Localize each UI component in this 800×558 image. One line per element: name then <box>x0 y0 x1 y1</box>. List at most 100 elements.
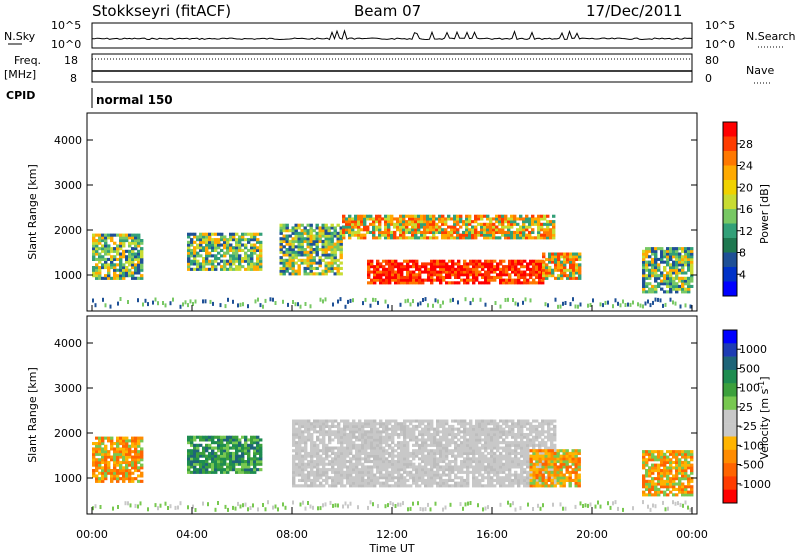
heatmap-cell <box>397 479 400 482</box>
heatmap-cell <box>548 253 551 256</box>
heatmap-cell <box>427 433 430 436</box>
heatmap-cell <box>504 236 507 239</box>
heatmap-cell <box>657 285 660 288</box>
heatmap-cell <box>546 231 549 234</box>
heatmap-cell <box>533 463 536 466</box>
heatmap-cell <box>541 452 544 455</box>
heatmap-cell <box>654 493 657 496</box>
heatmap-cell <box>289 248 292 251</box>
heatmap-cell <box>331 237 334 240</box>
nsky-right-tick-bottom: 10^0 <box>705 38 735 51</box>
heatmap-cell <box>253 252 256 255</box>
heatmap-cell <box>397 441 400 444</box>
heatmap-cell <box>301 425 304 428</box>
heatmap-cell <box>235 241 238 244</box>
heatmap-cell <box>439 447 442 450</box>
heatmap-cell <box>355 430 358 433</box>
heatmap-cell <box>375 236 378 239</box>
heatmap-cell <box>439 482 442 485</box>
heatmap-cell <box>529 273 532 276</box>
heatmap-cell <box>376 457 379 460</box>
heatmap-cell <box>310 436 313 439</box>
heatmap-cell <box>137 453 140 456</box>
heatmap-cell <box>334 420 337 423</box>
heatmap-cell <box>445 271 448 274</box>
heatmap-cell <box>499 268 502 271</box>
heatmap-cell <box>469 433 472 436</box>
heatmap-cell <box>445 262 448 265</box>
heatmap-cell <box>361 463 364 466</box>
heatmap-cell <box>399 236 402 239</box>
heatmap-cell <box>578 460 581 463</box>
heatmap-cell <box>403 281 406 284</box>
heatmap-cell <box>385 430 388 433</box>
heatmap-cell <box>187 452 190 455</box>
heatmap-cell <box>502 455 505 458</box>
heatmap-cell <box>137 456 140 459</box>
heatmap-cell <box>549 236 552 239</box>
heatmap-cell <box>514 273 517 276</box>
heatmap-cell <box>373 279 376 282</box>
heatmap-cell <box>394 276 397 279</box>
heatmap-cell <box>211 238 214 241</box>
heatmap-cell <box>480 226 483 229</box>
heatmap-cell <box>340 476 343 479</box>
heatmap-cell <box>410 302 412 306</box>
heatmap-cell <box>363 223 366 226</box>
heatmap-cell <box>493 438 496 441</box>
heatmap-cell <box>292 422 295 425</box>
heatmap-cell <box>283 251 286 254</box>
heatmap-cell <box>578 274 581 277</box>
heatmap-cell <box>417 215 420 218</box>
heatmap-cell <box>505 452 508 455</box>
heatmap-cell <box>319 262 322 265</box>
heatmap-cell <box>678 285 681 288</box>
heatmap-cell <box>645 450 648 453</box>
heatmap-cell <box>578 484 581 487</box>
heatmap-cell <box>310 460 313 463</box>
heatmap-cell <box>575 449 578 452</box>
heatmap-cell <box>403 460 406 463</box>
heatmap-cell <box>505 474 508 477</box>
heatmap-cell <box>280 229 283 232</box>
heatmap-cell <box>466 471 469 474</box>
heatmap-cell <box>466 484 469 487</box>
heatmap-cell <box>313 476 316 479</box>
heatmap-cell <box>430 420 433 423</box>
heatmap-cell <box>654 266 657 269</box>
heatmap-cell <box>244 244 247 247</box>
heatmap-cell <box>526 455 529 458</box>
heatmap-cell <box>493 279 496 282</box>
heatmap-cell <box>229 257 232 260</box>
heatmap-cell <box>101 458 104 461</box>
heatmap-cell <box>128 261 131 264</box>
heatmap-cell <box>134 247 137 250</box>
heatmap-cell <box>563 463 566 466</box>
heatmap-cell <box>433 262 436 265</box>
heatmap-cell <box>468 231 471 234</box>
heatmap-cell <box>669 472 672 475</box>
heatmap-cell <box>538 271 541 274</box>
heatmap-cell <box>349 482 352 485</box>
heatmap-cell <box>199 460 202 463</box>
heatmap-cell <box>472 449 475 452</box>
heatmap-cell <box>569 266 572 269</box>
heatmap-cell <box>304 457 307 460</box>
heatmap-cell <box>517 482 520 485</box>
heatmap-cell <box>259 455 262 458</box>
heatmap-cell <box>331 262 334 265</box>
heatmap-cell <box>438 231 441 234</box>
heatmap-cell <box>454 476 457 479</box>
heatmap-cell <box>259 447 262 450</box>
heatmap-cell <box>484 449 487 452</box>
heatmap-cell <box>361 433 364 436</box>
heatmap-cell <box>304 476 307 479</box>
heatmap-cell <box>340 474 343 477</box>
heatmap-cell <box>373 271 376 274</box>
heatmap-cell <box>678 469 681 472</box>
heatmap-cell <box>526 482 529 485</box>
heatmap-cell <box>334 436 337 439</box>
heatmap-cell <box>253 455 256 458</box>
heatmap-cell <box>645 302 647 306</box>
